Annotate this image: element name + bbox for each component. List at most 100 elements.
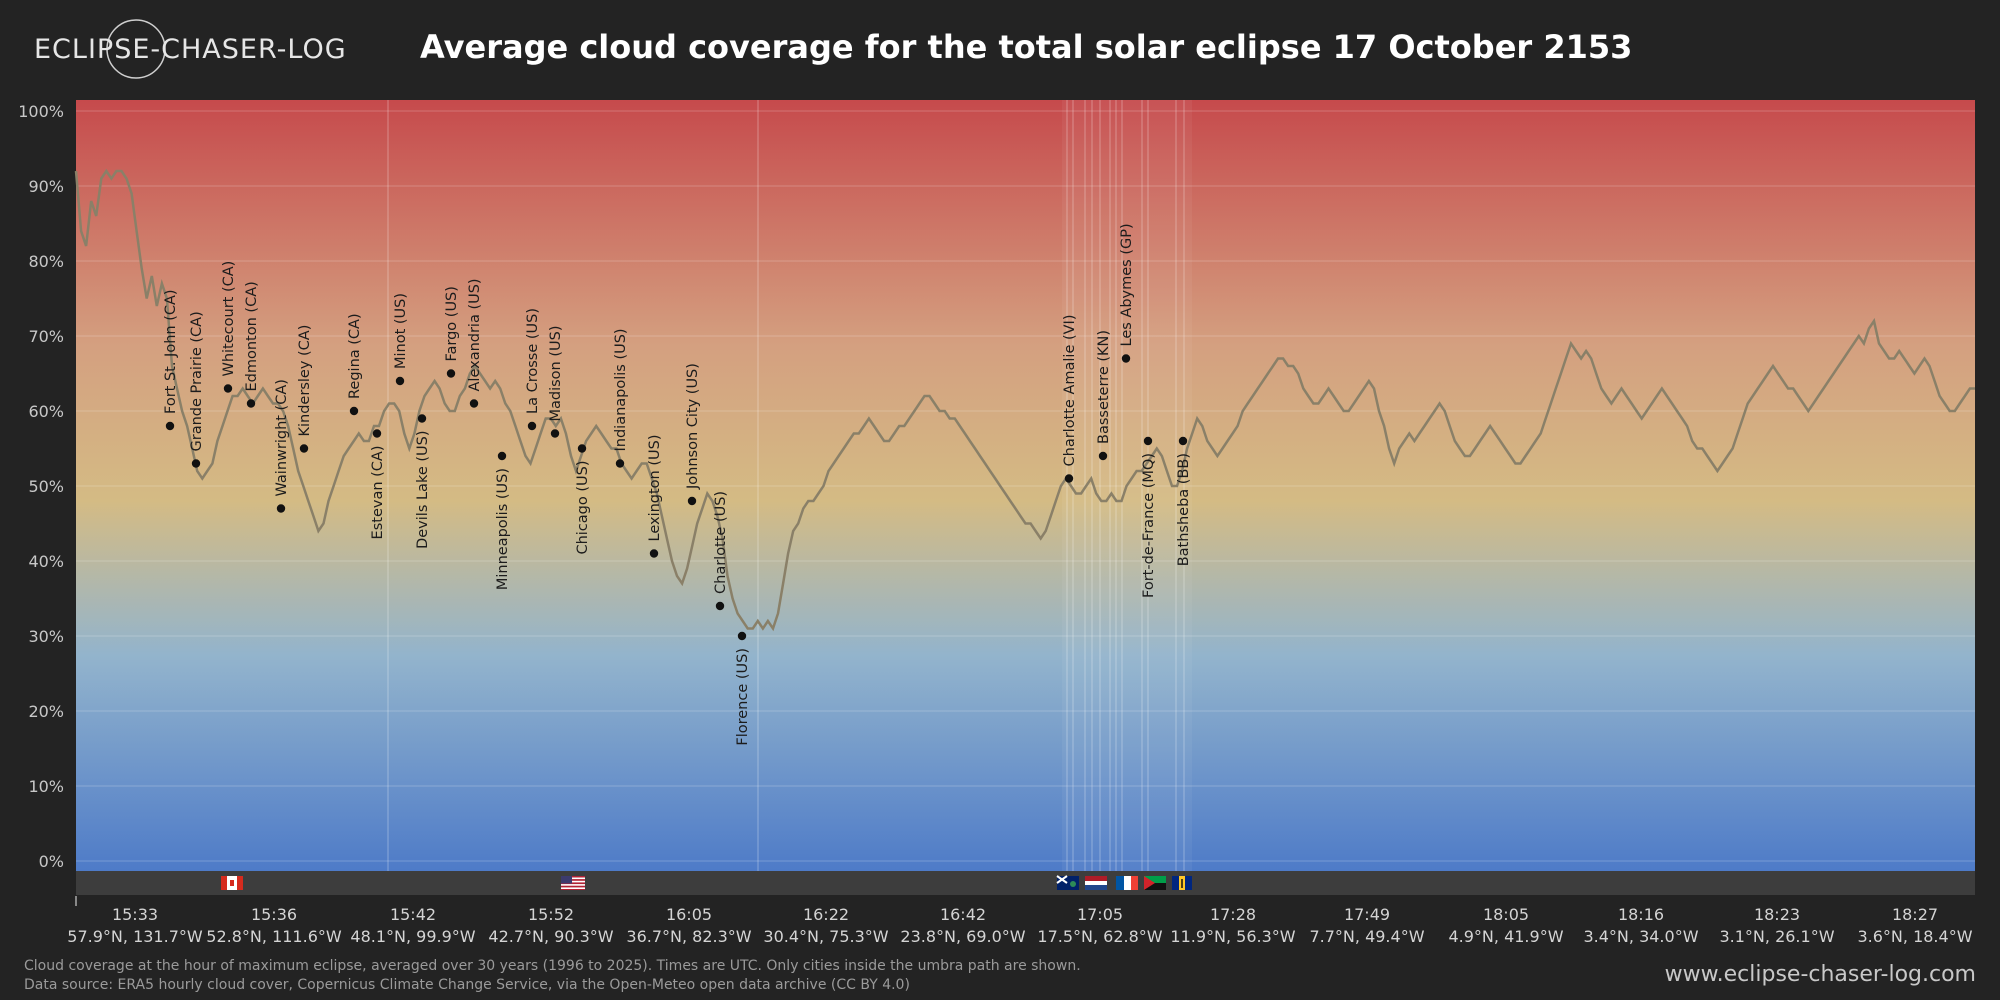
city-label: Devils Lake (US) [415, 431, 431, 549]
city-marker [349, 406, 359, 416]
x-tick-coordinate: 57.9°N, 131.7°W [67, 927, 203, 946]
x-tick-coordinate: 52.8°N, 111.6°W [206, 927, 342, 946]
city-label: Minneapolis (US) [495, 468, 511, 590]
x-tick-coordinate: 4.9°N, 41.9°W [1448, 927, 1563, 946]
city-label: Fort-de-France (MQ) [1141, 453, 1157, 598]
x-tick-coordinate: 3.1°N, 26.1°W [1719, 927, 1834, 946]
series-line [74, 168, 1975, 632]
city-marker [276, 504, 286, 513]
footnote-source: Data source: ERA5 hourly cloud cover, Co… [24, 977, 910, 993]
city-marker [737, 631, 747, 641]
city-marker [372, 429, 382, 438]
canada-flag [221, 876, 243, 890]
city-marker [246, 399, 256, 408]
x-tick-coordinate: 11.9°N, 56.3°W [1170, 927, 1295, 946]
city-marker [469, 399, 479, 408]
city-marker [299, 444, 309, 453]
website-link[interactable]: www.eclipse-chaser-log.com [1664, 962, 1976, 987]
x-tick-time: 18:16 [1618, 905, 1664, 924]
x-tick-coordinate: 30.4°N, 75.3°W [763, 927, 888, 946]
city-label: Bathsheba (BB) [1176, 453, 1192, 566]
x-tick-time: 16:22 [803, 905, 849, 924]
city-label: Florence (US) [735, 648, 751, 746]
chart-title: Average cloud coverage for the total sol… [420, 28, 1633, 66]
city-marker [577, 444, 587, 453]
city-label: Basseterre (KN) [1096, 330, 1112, 444]
city-marker [1064, 474, 1074, 483]
y-tick-label: 90% [28, 177, 64, 196]
city-marker [497, 451, 507, 461]
city-label: Minot (US) [393, 293, 409, 369]
x-tick-coordinate: 42.7°N, 90.3°W [488, 927, 613, 946]
x-tick-time: 16:05 [666, 905, 712, 924]
city-marker [715, 601, 725, 611]
france-flag [1116, 876, 1138, 890]
city-marker [615, 459, 625, 468]
y-tick-label: 40% [28, 552, 64, 571]
x-tick-time: 17:28 [1210, 905, 1256, 924]
city-label: La Crosse (US) [525, 308, 541, 414]
x-tick-time: 17:49 [1344, 905, 1390, 924]
city-marker [1143, 436, 1153, 446]
y-tick-label: 30% [28, 627, 64, 646]
country-band [76, 871, 1975, 895]
y-tick-label: 80% [28, 252, 64, 271]
x-tick-time: 15:36 [251, 905, 297, 924]
city-label: Fargo (US) [444, 286, 460, 361]
x-tick-time: 16:42 [940, 905, 986, 924]
city-label: Regina (CA) [347, 313, 363, 399]
x-tick-time: 15:42 [390, 905, 436, 924]
x-tick-time: 15:52 [528, 905, 574, 924]
y-tick-label: 20% [28, 702, 64, 721]
logo-ring-icon [106, 19, 166, 79]
city-label: Whitecourt (CA) [221, 261, 237, 377]
x-tick-time: 15:33 [112, 905, 158, 924]
city-label: Wainwright (CA) [274, 379, 290, 496]
martinique-flag [1144, 876, 1166, 890]
footnote-method: Cloud coverage at the hour of maximum ec… [24, 958, 1081, 974]
x-tick-coordinate: 23.8°N, 69.0°W [900, 927, 1025, 946]
logo-text: ECLIPSE-CHASER-LOG [34, 34, 347, 65]
city-label: Grande Prairie (CA) [189, 311, 205, 451]
city-label: Kindersley (CA) [297, 325, 313, 437]
x-tick-time: 18:23 [1754, 905, 1800, 924]
city-marker [165, 421, 175, 431]
y-tick-label: 0% [39, 852, 64, 871]
city-label: Les Abymes (GP) [1119, 223, 1135, 346]
city-label: Charlotte (US) [713, 491, 729, 594]
plot-background [76, 100, 1975, 871]
city-marker [649, 549, 659, 558]
city-label: Johnson City (US) [685, 363, 701, 490]
y-tick-label: 10% [28, 777, 64, 796]
city-marker [191, 459, 201, 468]
city-label: Edmonton (CA) [244, 281, 260, 391]
city-marker [1178, 436, 1188, 446]
city-label: Estevan (CA) [370, 446, 386, 540]
city-marker [1098, 451, 1108, 461]
city-marker [550, 429, 560, 438]
city-marker [417, 414, 427, 423]
x-tick-coordinate: 36.7°N, 82.3°W [626, 927, 751, 946]
x-tick-coordinate: 7.7°N, 49.4°W [1309, 927, 1424, 946]
x-tick-coordinate: 3.6°N, 18.4°W [1857, 927, 1972, 946]
y-tick-label: 100% [18, 102, 64, 121]
city-label: Indianapolis (US) [613, 328, 629, 451]
x-tick-time: 18:27 [1892, 905, 1938, 924]
city-marker [446, 369, 456, 378]
city-marker [1121, 354, 1131, 363]
y-tick-label: 70% [28, 327, 64, 346]
barbados-flag [1172, 876, 1192, 890]
city-marker [687, 496, 697, 506]
city-marker [223, 384, 233, 393]
x-tick-time: 18:05 [1483, 905, 1529, 924]
x-tick-coordinate: 48.1°N, 99.9°W [350, 927, 475, 946]
city-label: Chicago (US) [575, 461, 591, 555]
virgin-islands-flag [1056, 875, 1079, 890]
city-marker [527, 421, 537, 431]
city-label: Alexandria (US) [467, 278, 483, 391]
x-tick-coordinate: 3.4°N, 34.0°W [1583, 927, 1698, 946]
x-tick-time: 17:05 [1077, 905, 1123, 924]
y-tick-label: 60% [28, 402, 64, 421]
y-tick-label: 50% [28, 477, 64, 496]
